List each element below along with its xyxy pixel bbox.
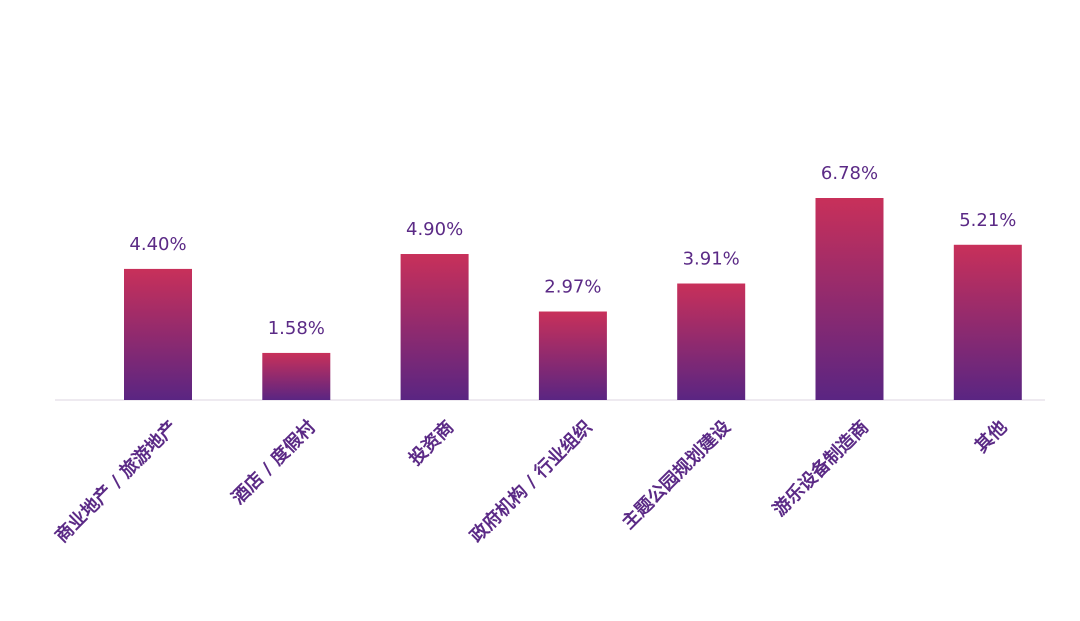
category-label: 游乐设备制造商	[768, 416, 873, 521]
value-label: 1.58%	[268, 318, 325, 339]
value-label: 3.91%	[683, 249, 740, 270]
bar	[953, 244, 1022, 400]
bar	[815, 198, 884, 400]
bar	[538, 311, 607, 400]
value-label: 2.97%	[544, 277, 601, 298]
value-label: 6.78%	[821, 163, 878, 184]
bar	[124, 268, 192, 400]
bar	[400, 254, 469, 400]
value-label: 4.40%	[129, 234, 186, 255]
value-label: 4.90%	[406, 219, 463, 240]
category-label: 投资商	[404, 416, 458, 470]
category-label: 政府机构 / 行业组织	[466, 416, 597, 547]
category-label: 商业地产 / 旅游地产	[51, 416, 182, 547]
value-label: 5.21%	[959, 210, 1016, 231]
category-label: 其他	[970, 416, 1011, 457]
category-label: 酒店 / 度假村	[227, 416, 320, 509]
bar	[677, 283, 746, 400]
category-label: 主题公园规划建设	[617, 416, 734, 533]
bar	[262, 352, 331, 400]
